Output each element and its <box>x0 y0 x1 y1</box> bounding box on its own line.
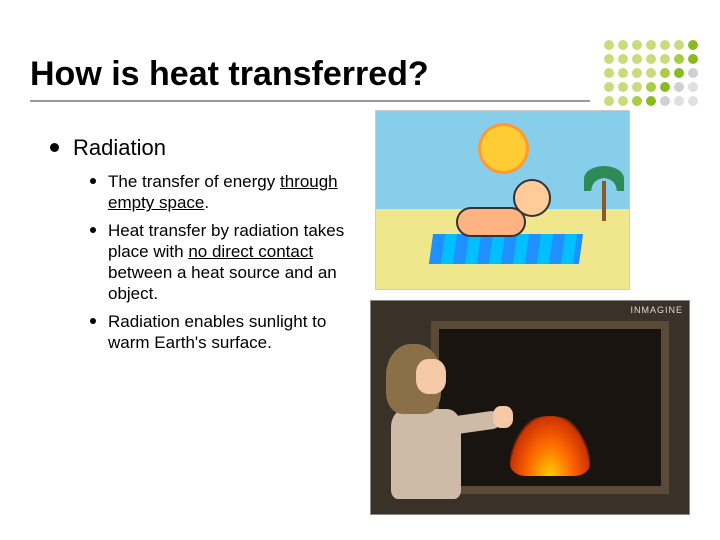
point-text: Radiation enables sunlight to warm Earth… <box>108 311 360 354</box>
content-area: Radiation The transfer of energy through… <box>50 135 360 359</box>
palm-tree-icon <box>589 161 619 221</box>
slide-title: How is heat transferred? <box>30 55 429 94</box>
sunbathing-illustration <box>375 110 630 290</box>
bullet-icon <box>90 178 96 184</box>
bullet-icon <box>90 227 96 233</box>
topic-text: Radiation <box>73 135 166 161</box>
watermark-text: INMAGINE <box>630 305 683 315</box>
point-underline: no direct contact <box>188 242 313 261</box>
bullet-icon <box>90 318 96 324</box>
title-underline <box>30 100 590 102</box>
point-post: . <box>204 193 209 212</box>
child-figure <box>371 334 481 514</box>
bullet-icon <box>50 143 59 152</box>
point-pre: The transfer of energy <box>108 172 280 191</box>
point-text: Heat transfer by radiation takes place w… <box>108 220 360 305</box>
fire-icon <box>510 416 590 476</box>
point-pre: Radiation enables sunlight to warm Earth… <box>108 312 326 352</box>
fireplace-photo: INMAGINE <box>370 300 690 515</box>
sub-bullet-item: Radiation enables sunlight to warm Earth… <box>90 311 360 354</box>
sun-icon <box>481 126 526 171</box>
sub-bullet-item: Heat transfer by radiation takes place w… <box>90 220 360 305</box>
corner-dots-decoration <box>604 40 700 108</box>
sub-bullet-list: The transfer of energy through empty spa… <box>90 171 360 353</box>
bullet-level1: Radiation <box>50 135 360 161</box>
sub-bullet-item: The transfer of energy through empty spa… <box>90 171 360 214</box>
sunbather <box>456 179 556 249</box>
point-text: The transfer of energy through empty spa… <box>108 171 360 214</box>
point-post: between a heat source and an object. <box>108 263 337 303</box>
